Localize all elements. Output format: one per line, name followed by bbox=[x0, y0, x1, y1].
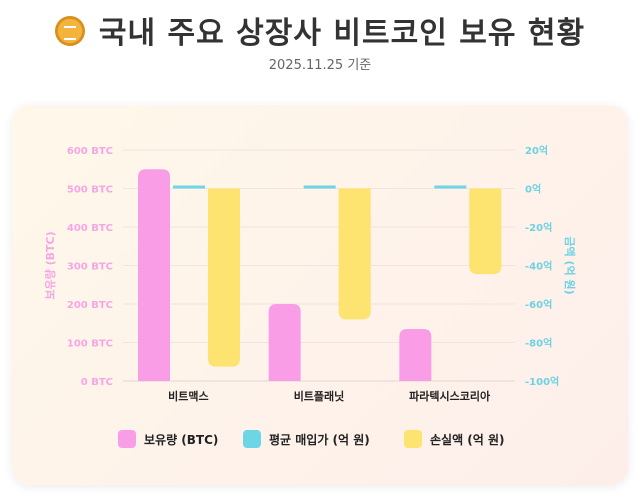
y-tick-right: -20억 bbox=[525, 222, 552, 234]
bar-avg-price bbox=[303, 185, 336, 189]
chart-card bbox=[12, 105, 628, 485]
bar-holdings bbox=[268, 304, 301, 381]
bar-loss bbox=[338, 188, 371, 320]
legend-swatch bbox=[404, 430, 422, 448]
title-text: 국내 주요 상장사 비트코인 보유 현황 bbox=[98, 16, 586, 51]
coin-bank-icon bbox=[54, 15, 85, 46]
y-tick-left: 200 BTC bbox=[67, 300, 113, 311]
bar-avg-price bbox=[434, 185, 467, 189]
y-tick-left: 100 BTC bbox=[67, 339, 113, 350]
page-title: 국내 주요 상장사 비트코인 보유 현황 bbox=[0, 8, 640, 52]
y-tick-right: -80억 bbox=[525, 338, 552, 350]
legend-label: 평균 매입가 (억 원) bbox=[269, 432, 370, 447]
x-tick-label: 파라텍시스코리아 bbox=[409, 389, 491, 403]
y-tick-right: 0억 bbox=[525, 184, 541, 196]
bar-holdings bbox=[399, 329, 432, 381]
bar-loss bbox=[469, 188, 502, 275]
x-tick-label: 비트플래닛 bbox=[294, 389, 345, 403]
legend-swatch bbox=[118, 430, 136, 448]
x-tick-label: 비트맥스 bbox=[168, 389, 208, 403]
y-tick-right: -40억 bbox=[525, 261, 552, 273]
y-axis-label-left: 보유량 (BTC) bbox=[44, 231, 57, 299]
y-tick-right: -60억 bbox=[525, 299, 552, 311]
bar-loss bbox=[208, 188, 240, 367]
y-tick-left: 500 BTC bbox=[67, 185, 113, 196]
legend-label: 보유량 (BTC) bbox=[144, 433, 218, 447]
bar-holdings bbox=[138, 169, 170, 381]
y-tick-left: 400 BTC bbox=[67, 223, 113, 234]
y-tick-left: 300 BTC bbox=[67, 262, 113, 273]
y-tick-right: 20억 bbox=[525, 145, 548, 157]
y-tick-right: -100억 bbox=[525, 376, 559, 388]
y-tick-left: 600 BTC bbox=[67, 146, 113, 157]
y-axis-label-right: 금액 (억 원) bbox=[563, 236, 577, 294]
legend-label: 손실액 (억 원) bbox=[430, 432, 505, 447]
bar-avg-price bbox=[173, 185, 205, 189]
date-subtitle: 2025.11.25 기준 bbox=[268, 58, 372, 73]
y-tick-left: 0 BTC bbox=[81, 377, 113, 388]
legend-swatch bbox=[243, 430, 261, 448]
